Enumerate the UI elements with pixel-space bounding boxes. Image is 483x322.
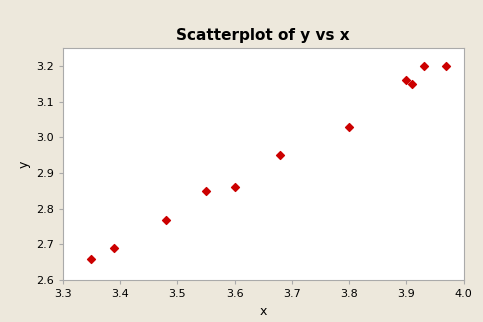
Y-axis label: y: y xyxy=(17,161,30,168)
X-axis label: x: x xyxy=(259,305,267,318)
Point xyxy=(402,78,410,83)
Point xyxy=(231,185,239,190)
Point xyxy=(420,63,427,69)
Point xyxy=(111,245,118,251)
Point xyxy=(162,217,170,222)
Point xyxy=(408,81,416,87)
Point xyxy=(202,188,210,194)
Point xyxy=(87,256,95,261)
Point xyxy=(277,153,284,158)
Point xyxy=(345,124,353,129)
Point xyxy=(442,63,450,69)
Title: Scatterplot of y vs x: Scatterplot of y vs x xyxy=(176,28,350,43)
